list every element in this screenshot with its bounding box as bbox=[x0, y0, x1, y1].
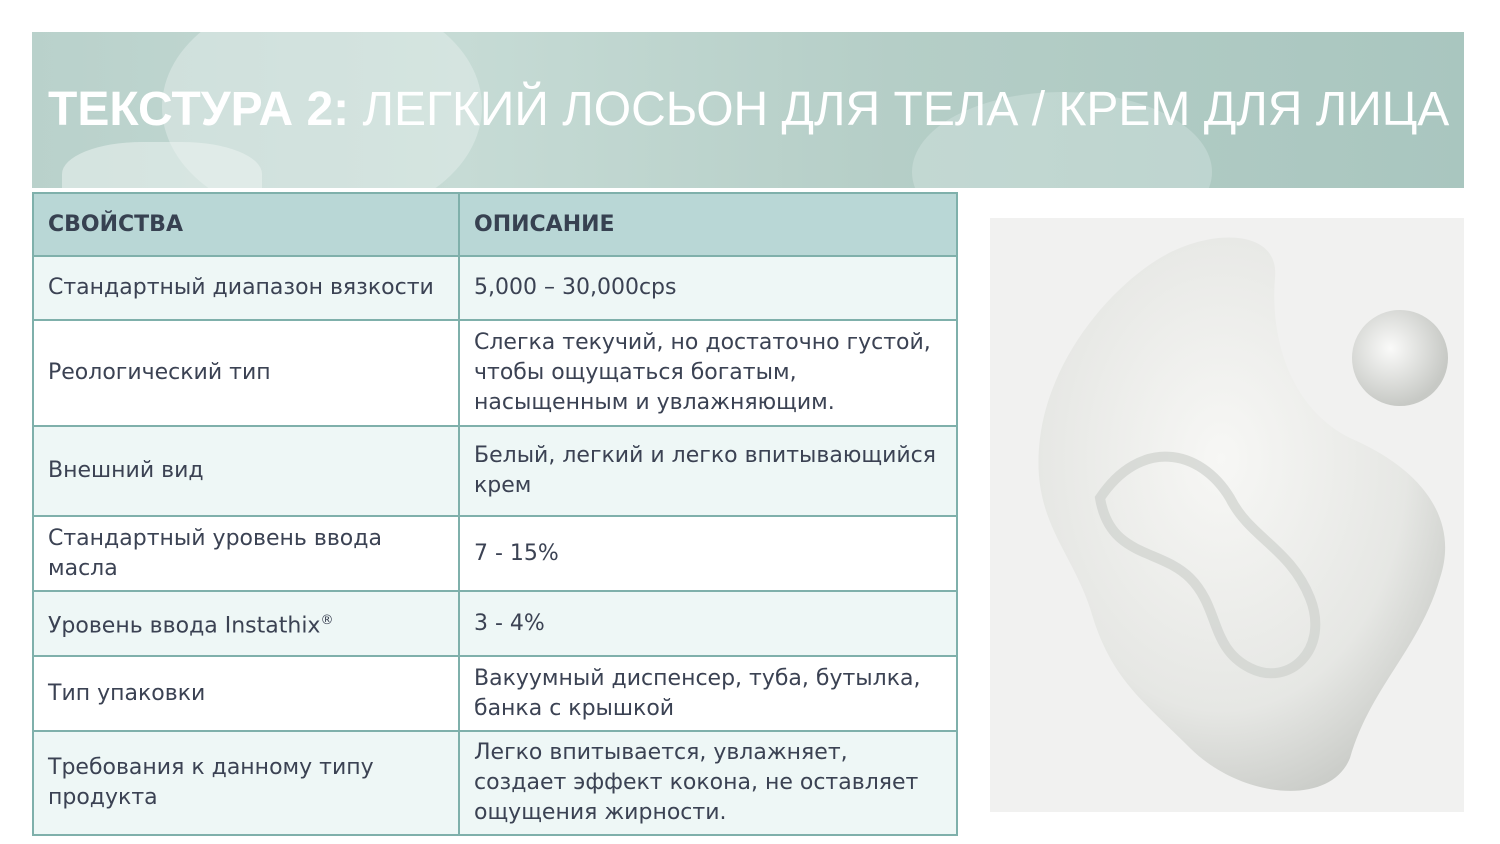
cream-swirl-illustration bbox=[1038, 237, 1448, 791]
description-cell: 5,000 – 30,000cps bbox=[458, 255, 958, 321]
banner-decoration bbox=[62, 142, 262, 188]
table-row: Внешний вид Белый, легкий и легко впитыв… bbox=[32, 425, 958, 517]
property-cell: Реологический тип bbox=[32, 319, 460, 427]
table-row: Тип упаковки Вакуумный диспенсер, туба, … bbox=[32, 655, 958, 732]
table-row: Уровень ввода Instathix® 3 - 4% bbox=[32, 590, 958, 657]
description-cell: Слегка текучий, но достаточно густой, чт… bbox=[458, 319, 958, 427]
title-bold: ТЕКСТУРА 2: bbox=[48, 83, 350, 136]
property-cell: Стандартный уровень ввода масла bbox=[32, 515, 460, 592]
property-text: Уровень ввода Instathix bbox=[48, 613, 321, 639]
description-cell: Белый, легкий и легко впитывающийся крем bbox=[458, 425, 958, 517]
description-cell: Легко впитывается, увлажняет, создает эф… bbox=[458, 730, 958, 836]
header-description: ОПИСАНИЕ bbox=[458, 192, 958, 257]
cream-texture-image bbox=[990, 218, 1464, 812]
table-row: Реологический тип Слегка текучий, но дос… bbox=[32, 319, 958, 427]
description-cell: 3 - 4% bbox=[458, 590, 958, 657]
title-rest: ЛЕГКИЙ ЛОСЬОН ДЛЯ ТЕЛА / КРЕМ ДЛЯ ЛИЦА bbox=[349, 83, 1450, 136]
property-cell: Тип упаковки bbox=[32, 655, 460, 732]
table-row: Требования к данному типу продукта Легко… bbox=[32, 730, 958, 836]
header-properties: СВОЙСТВА bbox=[32, 192, 460, 257]
property-cell: Стандартный диапазон вязкости bbox=[32, 255, 460, 321]
title-banner: ТЕКСТУРА 2: ЛЕГКИЙ ЛОСЬОН ДЛЯ ТЕЛА / КРЕ… bbox=[32, 32, 1464, 188]
description-cell: Вакуумный диспенсер, туба, бутылка, банк… bbox=[458, 655, 958, 732]
property-cell: Требования к данному типу продукта bbox=[32, 730, 460, 836]
description-cell: 7 - 15% bbox=[458, 515, 958, 592]
table-row: Стандартный уровень ввода масла 7 - 15% bbox=[32, 515, 958, 592]
page-title: ТЕКСТУРА 2: ЛЕГКИЙ ЛОСЬОН ДЛЯ ТЕЛА / КРЕ… bbox=[48, 82, 1449, 137]
table-header: СВОЙСТВА ОПИСАНИЕ bbox=[32, 192, 958, 257]
property-cell: Уровень ввода Instathix® bbox=[32, 590, 460, 657]
properties-table: СВОЙСТВА ОПИСАНИЕ Стандартный диапазон в… bbox=[32, 192, 958, 836]
registered-mark: ® bbox=[320, 612, 334, 628]
property-cell: Внешний вид bbox=[32, 425, 460, 517]
table-row: Стандартный диапазон вязкости 5,000 – 30… bbox=[32, 255, 958, 321]
